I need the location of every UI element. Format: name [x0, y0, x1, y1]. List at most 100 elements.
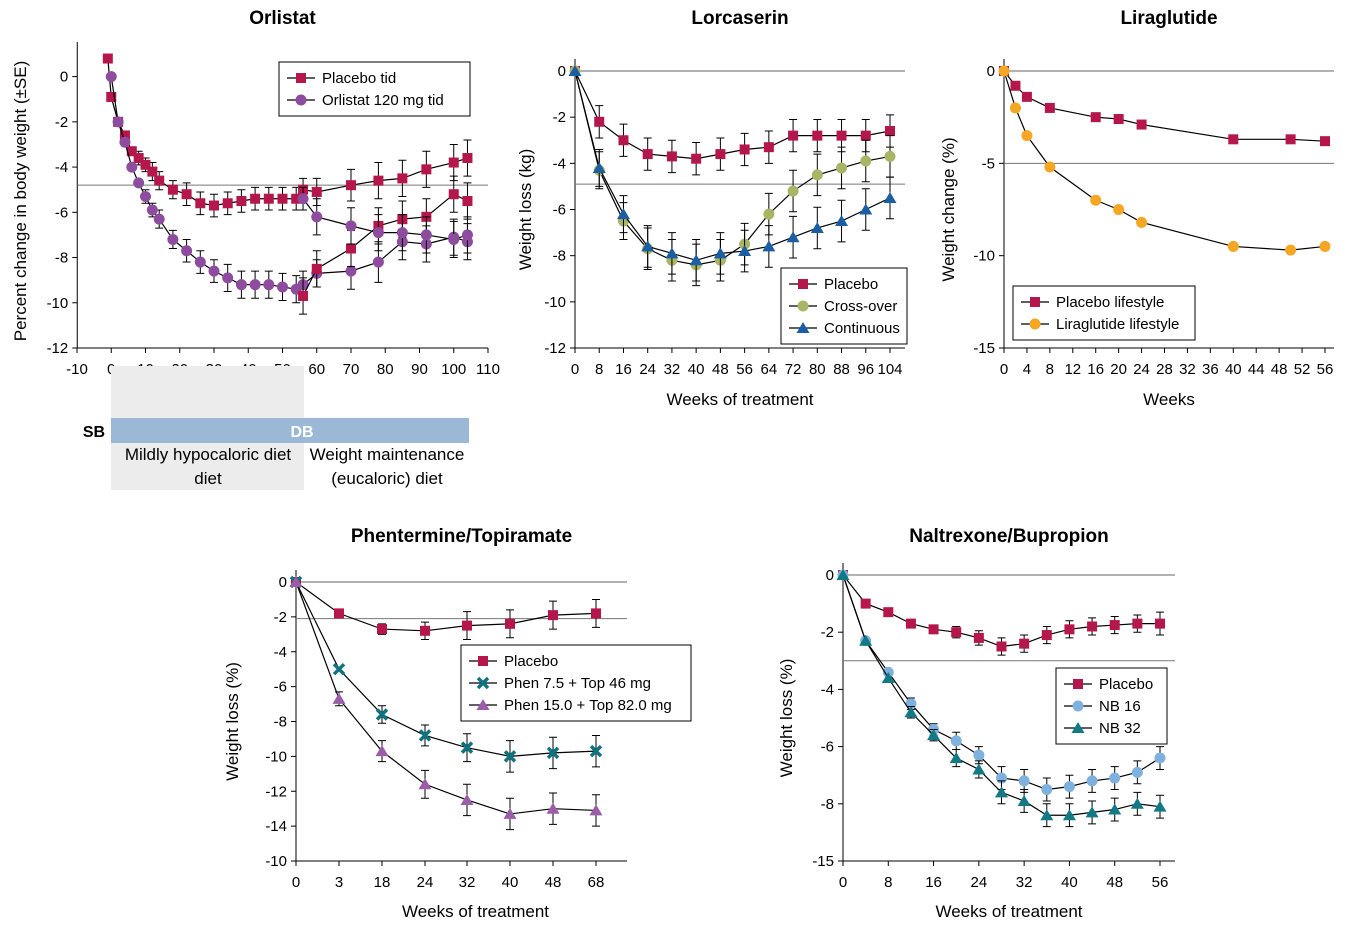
- x-axis-label: Weeks of treatment: [935, 902, 1082, 921]
- data-point: [460, 793, 474, 805]
- data-point: [1021, 91, 1032, 102]
- legend-box: [460, 644, 692, 722]
- data-point: [112, 116, 124, 128]
- legend-marker: [1072, 700, 1084, 712]
- y-tick-label: -6: [55, 204, 68, 221]
- data-point: [1285, 244, 1297, 256]
- data-point: [222, 198, 233, 209]
- data-point: [1064, 624, 1075, 635]
- legend-label: Phen 7.5 + Top 46 mg: [504, 675, 651, 692]
- data-point: [1320, 136, 1330, 147]
- legend-box: [1012, 285, 1196, 341]
- data-point: [289, 576, 303, 587]
- data-point: [133, 177, 145, 189]
- series-line: [302, 198, 468, 241]
- data-point: [146, 204, 158, 216]
- x-axis-label: Weeks: [1143, 390, 1195, 409]
- legend: Placebo Phen 7.5 + Top 46 mg Phen 15.0 + T…: [460, 644, 692, 722]
- data-point: [810, 221, 824, 233]
- x-tick-label: 48: [1271, 361, 1288, 378]
- y-tick-label: -8: [821, 796, 834, 813]
- y-tick-label: -12: [47, 340, 69, 357]
- data-point: [1009, 102, 1021, 114]
- x-tick-label: 48: [712, 361, 729, 378]
- data-point: [133, 153, 144, 164]
- series-line: [1003, 70, 1326, 142]
- legend-label: NB 16: [1099, 698, 1141, 715]
- y-tick-label: -5: [982, 155, 995, 172]
- data-point: [787, 185, 799, 197]
- chart-title: Orlistat: [249, 8, 316, 29]
- y-tick-label: -2: [274, 609, 287, 626]
- x-tick-label: 16: [615, 361, 632, 378]
- y-tick-label: 0: [987, 63, 995, 80]
- legend: Placebo tid Orlistat 120 mg tid: [278, 61, 471, 117]
- y-tick-label: -4: [821, 681, 834, 698]
- x-tick-label: 80: [809, 361, 826, 378]
- data-point: [448, 157, 459, 168]
- data-point: [1087, 621, 1098, 632]
- x-tick-label: 28: [1156, 361, 1173, 378]
- y-tick-label: -8: [55, 250, 68, 267]
- legend-label: Placebo: [504, 653, 558, 670]
- data-point: [448, 189, 459, 200]
- data-point: [1113, 204, 1125, 215]
- data-point: [788, 130, 799, 141]
- x-tick-label: 88: [833, 361, 850, 378]
- data-point: [209, 200, 219, 211]
- data-point: [345, 220, 357, 232]
- data-point: [1109, 620, 1120, 631]
- x-tick-label: 104: [877, 361, 902, 378]
- legend: Placebo NB 16 NB 32: [1055, 667, 1168, 745]
- data-point: [106, 91, 117, 102]
- legend-label: Orlistat 120 mg tid: [322, 92, 444, 109]
- series-placebo: [570, 66, 895, 176]
- y-tick-label: -12: [544, 340, 566, 357]
- data-point: [904, 706, 918, 718]
- data-point: [927, 729, 941, 741]
- data-point: [739, 144, 750, 155]
- y-axis-label: Weight loss (kg): [516, 149, 535, 271]
- data-point: [236, 196, 247, 206]
- data-point: [884, 150, 896, 162]
- data-point: [616, 208, 630, 220]
- data-point: [311, 186, 322, 197]
- data-point: [642, 149, 653, 160]
- series-placebo: [838, 570, 1165, 656]
- db-band: [111, 418, 469, 443]
- chart-title: Naltrexone/Bupropion: [909, 526, 1109, 547]
- data-point: [153, 213, 165, 225]
- y-tick-label: -10: [265, 748, 287, 765]
- x-tick-label: 72: [785, 361, 802, 378]
- x-tick-label: 36: [1202, 361, 1219, 378]
- data-point: [973, 749, 985, 761]
- data-point: [1017, 794, 1031, 806]
- x-tick-label: 32: [1016, 874, 1033, 891]
- x-tick-label: 40: [1061, 874, 1078, 891]
- y-tick-label: 0: [60, 69, 68, 86]
- x-tick-label: 100: [441, 361, 466, 378]
- x-tick-label: 8: [884, 874, 892, 891]
- y-tick-label: -4: [274, 644, 287, 661]
- data-point: [689, 254, 703, 266]
- phase-bands: SB DB Mildly hypocaloric diet diet Weight ma…: [77, 366, 469, 490]
- x-tick-label: 40: [1225, 361, 1242, 378]
- data-point: [167, 233, 179, 245]
- y-tick-label: -15: [812, 853, 834, 870]
- data-point: [836, 569, 850, 580]
- data-point: [181, 189, 192, 200]
- data-point: [546, 802, 560, 814]
- y-tick-label: -8: [274, 714, 287, 731]
- legend: Placebo lifestyle Liraglutide lifestyle: [1012, 285, 1196, 341]
- data-point: [1040, 809, 1054, 821]
- data-point: [1090, 194, 1102, 206]
- data-point: [1090, 112, 1101, 123]
- x-tick-label: 16: [925, 874, 942, 891]
- data-point: [618, 135, 629, 146]
- x-axis-label: Weeks of treatment: [666, 390, 813, 409]
- data-point: [928, 624, 939, 635]
- x-tick-label: 0: [571, 361, 579, 378]
- data-point: [1085, 806, 1099, 818]
- y-tick-label: -2: [553, 109, 566, 126]
